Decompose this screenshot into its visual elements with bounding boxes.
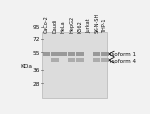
Bar <box>59 52 67 57</box>
Text: K562: K562 <box>77 20 82 33</box>
Bar <box>51 59 59 63</box>
Bar <box>93 52 100 57</box>
Bar <box>76 52 84 57</box>
Bar <box>76 59 84 63</box>
Bar <box>68 52 75 57</box>
Text: 36: 36 <box>33 68 40 73</box>
Bar <box>42 33 107 98</box>
Text: HepG2: HepG2 <box>69 16 74 33</box>
Text: isoform 4: isoform 4 <box>110 58 136 63</box>
Bar <box>68 59 75 63</box>
Text: Jurkat: Jurkat <box>86 18 91 33</box>
Text: KDa: KDa <box>20 63 32 68</box>
Text: 72: 72 <box>33 37 40 42</box>
Bar <box>93 59 100 63</box>
Text: isoform 1: isoform 1 <box>110 52 136 57</box>
Text: SK-N-SH: SK-N-SH <box>94 12 99 33</box>
Bar <box>101 59 109 63</box>
Text: 55: 55 <box>33 50 40 55</box>
Bar <box>101 52 109 57</box>
Bar <box>43 52 50 57</box>
Bar <box>51 52 59 57</box>
Text: CaCo-2: CaCo-2 <box>44 15 49 33</box>
Text: Daudi: Daudi <box>52 18 57 33</box>
Text: THP-1: THP-1 <box>102 18 108 33</box>
Text: 28: 28 <box>33 81 40 86</box>
Text: 95: 95 <box>33 25 40 30</box>
Text: HeLa: HeLa <box>61 20 66 33</box>
